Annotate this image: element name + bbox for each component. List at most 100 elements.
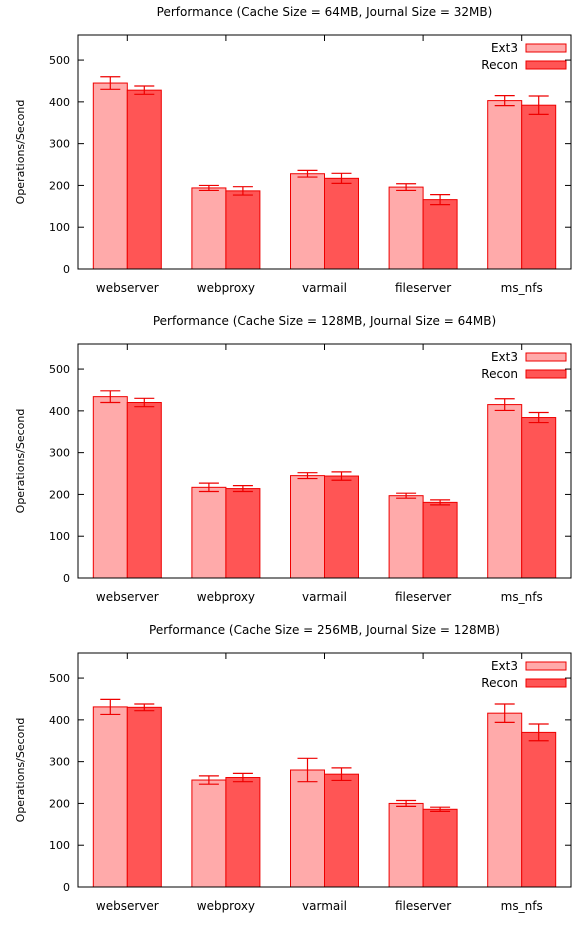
y-tick-label: 200 xyxy=(49,179,70,192)
category-label-varmail: varmail xyxy=(302,590,347,604)
bar-ext3-webproxy xyxy=(191,779,227,888)
error-bar-ext3-ms_nfs xyxy=(494,703,515,723)
bar-ext3-varmail xyxy=(290,475,325,579)
bar-recon-webserver xyxy=(126,706,162,888)
category-label-webproxy: webproxy xyxy=(197,899,255,913)
legend-swatch-recon xyxy=(525,60,567,70)
y-tick-label: 300 xyxy=(49,138,70,151)
y-tick-label: 500 xyxy=(49,54,70,67)
y-tick-label: 100 xyxy=(49,530,70,543)
error-bar-recon-webserver xyxy=(134,703,155,712)
error-bar-recon-fileserver xyxy=(430,194,451,206)
y-tick-label: 500 xyxy=(49,672,70,685)
error-bar-ext3-webproxy xyxy=(198,184,219,192)
y-axis-label: Operations/Second xyxy=(14,100,27,205)
legend-swatch-ext3 xyxy=(525,352,567,362)
legend-label-recon: Recon xyxy=(481,676,518,690)
error-bar-ext3-varmail xyxy=(297,757,318,783)
error-bar-ext3-ms_nfs xyxy=(494,94,515,107)
category-label-webserver: webserver xyxy=(96,899,159,913)
bar-ext3-ms_nfs xyxy=(487,100,523,270)
legend-label-ext3: Ext3 xyxy=(491,659,518,673)
error-bar-recon-webproxy xyxy=(232,186,253,196)
error-bar-recon-ms_nfs xyxy=(528,95,549,115)
bar-recon-ms_nfs xyxy=(521,104,557,270)
bar-recon-fileserver xyxy=(422,501,458,579)
legend-swatch-ext3 xyxy=(525,661,567,671)
y-tick-label: 0 xyxy=(63,881,70,894)
y-tick-label: 400 xyxy=(49,405,70,418)
legend-label-ext3: Ext3 xyxy=(491,41,518,55)
error-bar-ext3-webserver xyxy=(100,698,121,716)
bar-ext3-fileserver xyxy=(388,495,424,579)
legend-swatch-recon xyxy=(525,678,567,688)
error-bar-recon-varmail xyxy=(331,767,352,782)
legend-label-recon: Recon xyxy=(481,367,518,381)
category-label-varmail: varmail xyxy=(302,281,347,295)
bar-recon-ms_nfs xyxy=(521,731,557,888)
bar-recon-varmail xyxy=(324,177,359,270)
category-label-ms_nfs: ms_nfs xyxy=(501,899,543,913)
error-bar-ext3-webproxy xyxy=(198,775,219,785)
bar-recon-varmail xyxy=(324,773,359,888)
category-label-fileserver: fileserver xyxy=(395,281,451,295)
legend-label-recon: Recon xyxy=(481,58,518,72)
category-label-webserver: webserver xyxy=(96,590,159,604)
error-bar-ext3-fileserver xyxy=(396,492,417,499)
category-label-webserver: webserver xyxy=(96,281,159,295)
bar-ext3-ms_nfs xyxy=(487,712,523,888)
category-label-ms_nfs: ms_nfs xyxy=(501,590,543,604)
y-tick-label: 500 xyxy=(49,363,70,376)
bar-recon-fileserver xyxy=(422,199,458,270)
error-bar-recon-webserver xyxy=(134,85,155,95)
category-label-webproxy: webproxy xyxy=(197,590,255,604)
legend-swatch-ext3 xyxy=(525,43,567,53)
error-bar-ext3-webproxy xyxy=(198,482,219,493)
error-bar-ext3-ms_nfs xyxy=(494,398,515,412)
bar-ext3-webproxy xyxy=(191,187,227,270)
category-label-fileserver: fileserver xyxy=(395,899,451,913)
error-bar-ext3-webserver xyxy=(100,76,121,90)
error-bar-recon-varmail xyxy=(331,172,352,184)
bar-recon-webproxy xyxy=(225,488,261,579)
category-label-fileserver: fileserver xyxy=(395,590,451,604)
plot-frame xyxy=(77,343,572,579)
legend-swatch-recon xyxy=(525,369,567,379)
bar-ext3-webproxy xyxy=(191,486,227,579)
category-label-varmail: varmail xyxy=(302,899,347,913)
error-bar-recon-fileserver xyxy=(430,499,451,506)
bar-recon-webproxy xyxy=(225,777,261,888)
y-tick-label: 400 xyxy=(49,714,70,727)
y-axis-label: Operations/Second xyxy=(14,409,27,514)
y-tick-label: 400 xyxy=(49,96,70,109)
error-bar-ext3-webserver xyxy=(100,390,121,404)
chart-title: Performance (Cache Size = 128MB, Journal… xyxy=(153,314,496,328)
y-tick-label: 300 xyxy=(49,447,70,460)
bar-ext3-webserver xyxy=(92,82,128,270)
bar-recon-ms_nfs xyxy=(521,417,557,579)
error-bar-recon-ms_nfs xyxy=(528,723,549,742)
chart-title: Performance (Cache Size = 64MB, Journal … xyxy=(157,5,493,19)
error-bar-ext3-fileserver xyxy=(396,799,417,807)
bar-ext3-ms_nfs xyxy=(487,404,523,579)
error-bar-ext3-fileserver xyxy=(396,183,417,192)
y-tick-label: 100 xyxy=(49,839,70,852)
y-tick-label: 0 xyxy=(63,572,70,585)
error-bar-ext3-varmail xyxy=(297,472,318,480)
error-bar-ext3-varmail xyxy=(297,169,318,178)
plot-frame xyxy=(77,652,572,888)
bar-ext3-webserver xyxy=(92,706,128,888)
y-tick-label: 200 xyxy=(49,797,70,810)
error-bar-recon-ms_nfs xyxy=(528,411,549,424)
bar-ext3-varmail xyxy=(290,173,325,270)
bar-recon-webserver xyxy=(126,402,162,579)
y-tick-label: 0 xyxy=(63,263,70,276)
y-tick-label: 200 xyxy=(49,488,70,501)
error-bar-recon-varmail xyxy=(331,471,352,481)
bar-ext3-varmail xyxy=(290,769,325,888)
plot-frame xyxy=(77,34,572,270)
y-axis-label: Operations/Second xyxy=(14,718,27,823)
chart-1: Performance (Cache Size = 64MB, Journal … xyxy=(14,5,572,295)
y-tick-label: 300 xyxy=(49,756,70,769)
